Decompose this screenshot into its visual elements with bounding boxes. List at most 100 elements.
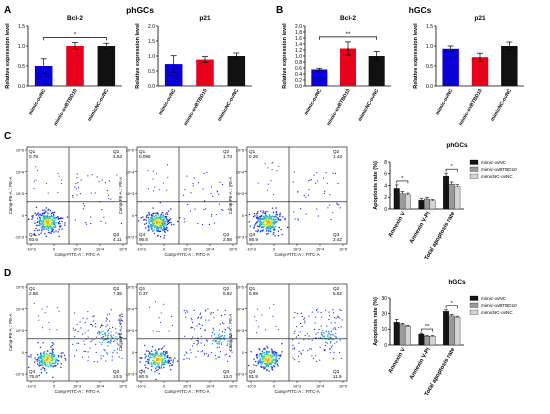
event-dot [40,232,42,234]
a-bcl2-ylabel: Relative expression level [5,23,11,89]
event-dot [42,361,45,364]
event-dot [272,358,274,360]
event-dot [153,221,155,223]
event-dot [272,359,275,361]
event-dot [158,359,160,361]
event-dot [314,322,316,324]
event-dot [319,359,321,361]
event-dot [143,219,145,221]
event-dot [162,214,164,216]
event-dot [268,230,270,232]
event-dot [63,354,66,357]
event-dot [269,224,271,226]
quadrant-value-q4: 75.6 [29,374,38,379]
event-dot [44,233,46,235]
event-dot [42,352,44,354]
event-dot [255,361,257,363]
event-dot [279,214,281,216]
event-dot [40,215,42,217]
event-dot [158,355,160,357]
event-dot [158,230,160,232]
event-dot [54,224,56,226]
event-dot [52,226,54,228]
event-dot [224,314,226,316]
a-bcl2-ytick-label: 1.0 [18,44,25,50]
event-dot [200,351,202,353]
event-dot [154,349,157,351]
event-dot [35,234,37,236]
event-dot [43,362,46,364]
event-dot [196,325,198,327]
event-dot [264,347,266,349]
event-dot [41,359,43,361]
event-dot [158,365,160,368]
event-dot [264,219,266,221]
event-dot [330,336,332,338]
event-dot [338,352,340,354]
b-bcl2-ytick-label: 1.0 [295,54,302,60]
event-dot [106,314,108,316]
event-dot [159,201,161,204]
event-dot [222,209,224,211]
event-dot [45,224,48,226]
b-bcl2-category-label: mimic-ovBTBD10 [326,88,352,127]
quadrant-value-q3: 2.58 [223,237,232,242]
event-dot [154,355,156,357]
event-dot [84,205,86,207]
event-dot [310,348,312,350]
event-dot [45,220,48,222]
event-dot [103,216,105,218]
event-dot [266,221,269,223]
quadrant-label-q4: Q4 [249,369,256,374]
event-dot [263,215,265,217]
event-dot [169,362,171,364]
event-dot [160,312,162,314]
event-dot [58,360,60,362]
event-dot [37,212,39,214]
y-tick-label: 10^5 [16,286,24,290]
event-dot [215,340,218,342]
event-dot [334,342,336,344]
event-dot [192,182,194,184]
event-dot [317,332,319,334]
b-bcl2-ytick-label: 1.4 [295,42,302,48]
event-dot [184,335,186,337]
event-dot [212,312,214,314]
event-dot [37,342,39,344]
event-dot [168,359,170,361]
event-dot [190,352,192,354]
event-dot [43,351,46,353]
event-dot [83,340,85,342]
event-dot [37,354,39,356]
event-dot [329,334,331,336]
event-dot [261,314,263,316]
legend-swatch [469,166,479,172]
event-dot [45,226,47,228]
event-dot [108,329,110,331]
event-dot [54,354,56,357]
event-dot [47,355,49,357]
event-dot [49,232,51,234]
event-dot [153,220,155,222]
sig-label: * [401,176,404,182]
event-dot [75,188,77,190]
event-dot [265,220,268,223]
event-dot [157,221,159,223]
event-dot [292,344,294,346]
event-dot [170,357,172,359]
event-dot [72,195,74,197]
x-axis-label: Comp-FITC-A :: FITC-A [54,389,99,394]
y-tick-label: 10^4 [16,170,24,174]
event-dot [267,347,269,349]
event-dot [188,358,190,360]
event-dot [45,218,48,220]
event-dot [54,219,56,221]
event-dot [203,354,205,356]
event-dot [151,217,153,219]
event-dot [203,344,205,346]
event-dot [271,360,274,362]
event-dot [40,224,42,226]
event-dot [280,354,282,356]
event-dot [265,365,267,368]
event-dot [231,351,233,353]
